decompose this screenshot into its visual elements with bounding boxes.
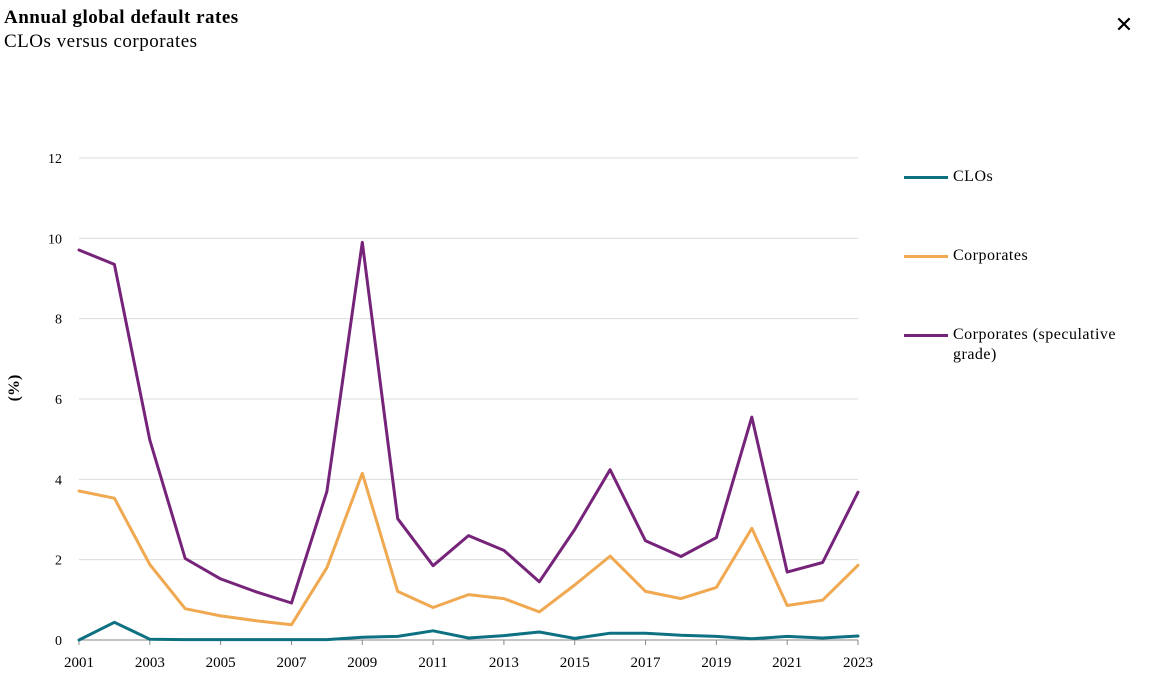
x-tick-label: 2023 — [843, 655, 873, 671]
legend-item: Corporates (speculative grade) — [904, 325, 1154, 365]
legend-label: Corporates — [953, 247, 1029, 264]
legend-swatch — [904, 176, 948, 179]
x-tick-label: 2009 — [347, 655, 377, 671]
x-tick-label: 2017 — [631, 655, 662, 671]
x-tick-label: 2013 — [489, 655, 519, 671]
x-tick-label: 2007 — [276, 655, 307, 671]
x-tick-label: 2021 — [772, 655, 802, 671]
legend-label: Corporates (speculative grade) — [953, 326, 1116, 363]
y-axis-tick-labels: 0 2 4 6 8 10 12 — [48, 152, 62, 649]
close-icon[interactable]: ✕ — [1114, 13, 1134, 38]
chart-header: Annual global default rates CLOs versus … — [4, 6, 239, 54]
series-line-2 — [77, 240, 860, 605]
x-tick-label: 2019 — [701, 655, 731, 671]
x-tick-label: 2011 — [418, 655, 447, 671]
x-tick-label: 2005 — [206, 655, 236, 671]
gridlines — [79, 157, 858, 641]
legend-item: Corporates — [904, 246, 1154, 266]
x-axis-tick-labels: 2001 2003 2005 2007 2009 2011 2013 2015 2017 2019… — [64, 640, 873, 671]
legend-item: CLOs — [904, 167, 1154, 187]
legend-label: CLOs — [953, 168, 994, 185]
x-tick-label: 2001 — [64, 655, 94, 671]
y-tick-label: 2 — [55, 554, 62, 569]
series-line-0 — [77, 620, 860, 642]
x-tick-label: 2003 — [135, 655, 165, 671]
y-tick-label: 8 — [55, 313, 62, 328]
y-tick-label: 10 — [48, 232, 62, 247]
series-lines — [77, 240, 860, 642]
x-tick-label: 2015 — [560, 655, 590, 671]
y-tick-label: 6 — [55, 393, 62, 408]
y-tick-label: 12 — [48, 152, 62, 167]
chart-title: Annual global default rates — [4, 7, 239, 28]
y-tick-label: 0 — [55, 634, 62, 649]
y-tick-label: 4 — [55, 473, 62, 488]
legend-swatch — [904, 334, 948, 337]
series-line-1 — [77, 471, 860, 627]
y-axis-label: (%) — [6, 375, 23, 402]
legend-swatch — [904, 255, 948, 258]
chart-subtitle: CLOs versus corporates — [4, 31, 198, 52]
